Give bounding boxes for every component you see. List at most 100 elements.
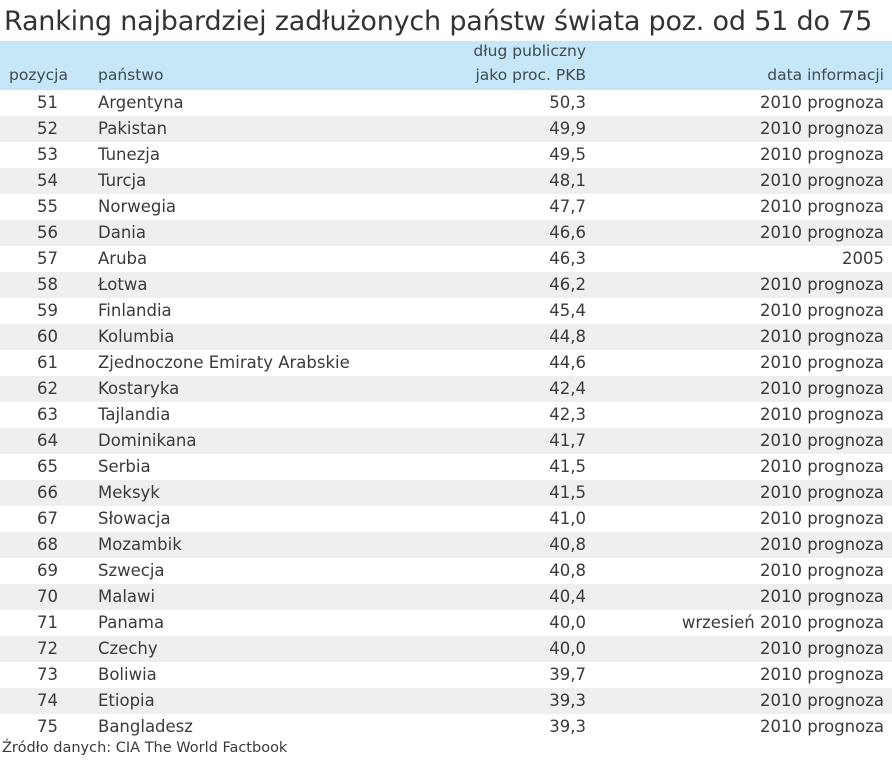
table-row: 67 Słowacja 41,0 2010 prognoza	[0, 506, 892, 532]
cell-position: 72	[37, 639, 58, 658]
cell-date: 2010 prognoza	[759, 353, 884, 372]
table-row: 53 Tunezja 49,5 2010 prognoza	[0, 142, 892, 168]
cell-position: 67	[37, 509, 58, 528]
page-title: Ranking najbardziej zadłużonych państw ś…	[4, 6, 873, 37]
cell-debt: 44,6	[549, 353, 586, 372]
table-row: 56 Dania 46,6 2010 prognoza	[0, 220, 892, 246]
cell-date: 2010 prognoza	[759, 717, 884, 736]
cell-position: 74	[37, 691, 58, 710]
table-row: 58 Łotwa 46,2 2010 prognoza	[0, 272, 892, 298]
cell-position: 56	[37, 223, 58, 242]
cell-position: 53	[37, 145, 58, 164]
cell-country: Mozambik	[98, 535, 182, 554]
cell-debt: 42,4	[549, 379, 586, 398]
cell-country: Malawi	[98, 587, 156, 606]
cell-debt: 41,5	[549, 457, 586, 476]
cell-debt: 49,9	[549, 119, 586, 138]
cell-debt: 41,0	[549, 509, 586, 528]
cell-date: 2010 prognoza	[759, 145, 884, 164]
cell-country: Norwegia	[98, 197, 177, 216]
table-header: pozycja państwo dług publiczny jako proc…	[0, 41, 892, 90]
table-row: 69 Szwecja 40,8 2010 prognoza	[0, 558, 892, 584]
cell-date: 2010 prognoza	[759, 457, 884, 476]
cell-date: 2010 prognoza	[759, 483, 884, 502]
cell-position: 61	[37, 353, 58, 372]
cell-debt: 39,3	[549, 717, 586, 736]
cell-position: 58	[37, 275, 58, 294]
cell-debt: 44,8	[549, 327, 586, 346]
table-row: 63 Tajlandia 42,3 2010 prognoza	[0, 402, 892, 428]
cell-position: 68	[37, 535, 58, 554]
cell-country: Turcja	[98, 171, 147, 190]
table-row: 62 Kostaryka 42,4 2010 prognoza	[0, 376, 892, 402]
header-debt-line1: dług publiczny	[473, 42, 586, 60]
table-row: 68 Mozambik 40,8 2010 prognoza	[0, 532, 892, 558]
table-row: 66 Meksyk 41,5 2010 prognoza	[0, 480, 892, 506]
cell-country: Tajlandia	[98, 405, 171, 424]
cell-debt: 40,4	[549, 587, 586, 606]
table-body: 51 Argentyna 50,3 2010 prognoza 52 Pakistan 4…	[0, 90, 892, 740]
cell-date: 2010 prognoza	[759, 197, 884, 216]
table-row: 65 Serbia 41,5 2010 prognoza	[0, 454, 892, 480]
cell-position: 70	[37, 587, 58, 606]
cell-position: 59	[37, 301, 58, 320]
cell-debt: 40,8	[549, 561, 586, 580]
cell-debt: 50,3	[549, 93, 586, 112]
cell-date: 2010 prognoza	[759, 223, 884, 242]
table-row: 59 Finlandia 45,4 2010 prognoza	[0, 298, 892, 324]
cell-country: Tunezja	[98, 145, 160, 164]
cell-position: 71	[37, 613, 58, 632]
source-note: Źródło danych: CIA The World Factbook	[2, 740, 288, 756]
cell-country: Kostaryka	[98, 379, 180, 398]
cell-date: wrzesień 2010 prognoza	[681, 613, 884, 632]
cell-country: Słowacja	[98, 509, 171, 528]
cell-debt: 39,7	[549, 665, 586, 684]
cell-country: Boliwia	[98, 665, 157, 684]
table-row: 73 Boliwia 39,7 2010 prognoza	[0, 662, 892, 688]
cell-country: Serbia	[98, 457, 151, 476]
cell-debt: 45,4	[549, 301, 586, 320]
table-row: 60 Kolumbia 44,8 2010 prognoza	[0, 324, 892, 350]
table-row: 54 Turcja 48,1 2010 prognoza	[0, 168, 892, 194]
cell-debt: 39,3	[549, 691, 586, 710]
cell-position: 66	[37, 483, 58, 502]
cell-debt: 48,1	[549, 171, 586, 190]
cell-debt: 40,0	[549, 639, 586, 658]
cell-debt: 42,3	[549, 405, 586, 424]
table-row: 72 Czechy 40,0 2010 prognoza	[0, 636, 892, 662]
header-country: państwo	[98, 66, 164, 84]
cell-position: 54	[37, 171, 58, 190]
cell-country: Aruba	[98, 249, 148, 268]
cell-position: 63	[37, 405, 58, 424]
cell-country: Panama	[98, 613, 165, 632]
cell-date: 2010 prognoza	[759, 405, 884, 424]
cell-position: 60	[37, 327, 58, 346]
cell-date: 2010 prognoza	[759, 535, 884, 554]
cell-position: 55	[37, 197, 58, 216]
table-row: 71 Panama 40,0 wrzesień 2010 prognoza	[0, 610, 892, 636]
cell-country: Etiopia	[98, 691, 155, 710]
cell-debt: 40,8	[549, 535, 586, 554]
cell-country: Łotwa	[98, 275, 148, 294]
cell-country: Kolumbia	[98, 327, 175, 346]
cell-country: Dominikana	[98, 431, 197, 450]
cell-debt: 41,7	[549, 431, 586, 450]
table-row: 52 Pakistan 49,9 2010 prognoza	[0, 116, 892, 142]
cell-date: 2005	[842, 249, 884, 268]
cell-debt: 46,6	[549, 223, 586, 242]
cell-country: Zjednoczone Emiraty Arabskie	[98, 353, 350, 372]
cell-country: Czechy	[98, 639, 158, 658]
cell-position: 57	[37, 249, 58, 268]
cell-date: 2010 prognoza	[759, 665, 884, 684]
cell-position: 75	[37, 717, 58, 736]
cell-position: 52	[37, 119, 58, 138]
table-row: 51 Argentyna 50,3 2010 prognoza	[0, 90, 892, 116]
cell-country: Szwecja	[98, 561, 165, 580]
cell-debt: 47,7	[549, 197, 586, 216]
cell-country: Dania	[98, 223, 146, 242]
header-date: data informacji	[767, 66, 884, 84]
cell-country: Bangladesz	[98, 717, 193, 736]
table-row: 57 Aruba 46,3 2005	[0, 246, 892, 272]
cell-debt: 46,3	[549, 249, 586, 268]
cell-country: Finlandia	[98, 301, 172, 320]
